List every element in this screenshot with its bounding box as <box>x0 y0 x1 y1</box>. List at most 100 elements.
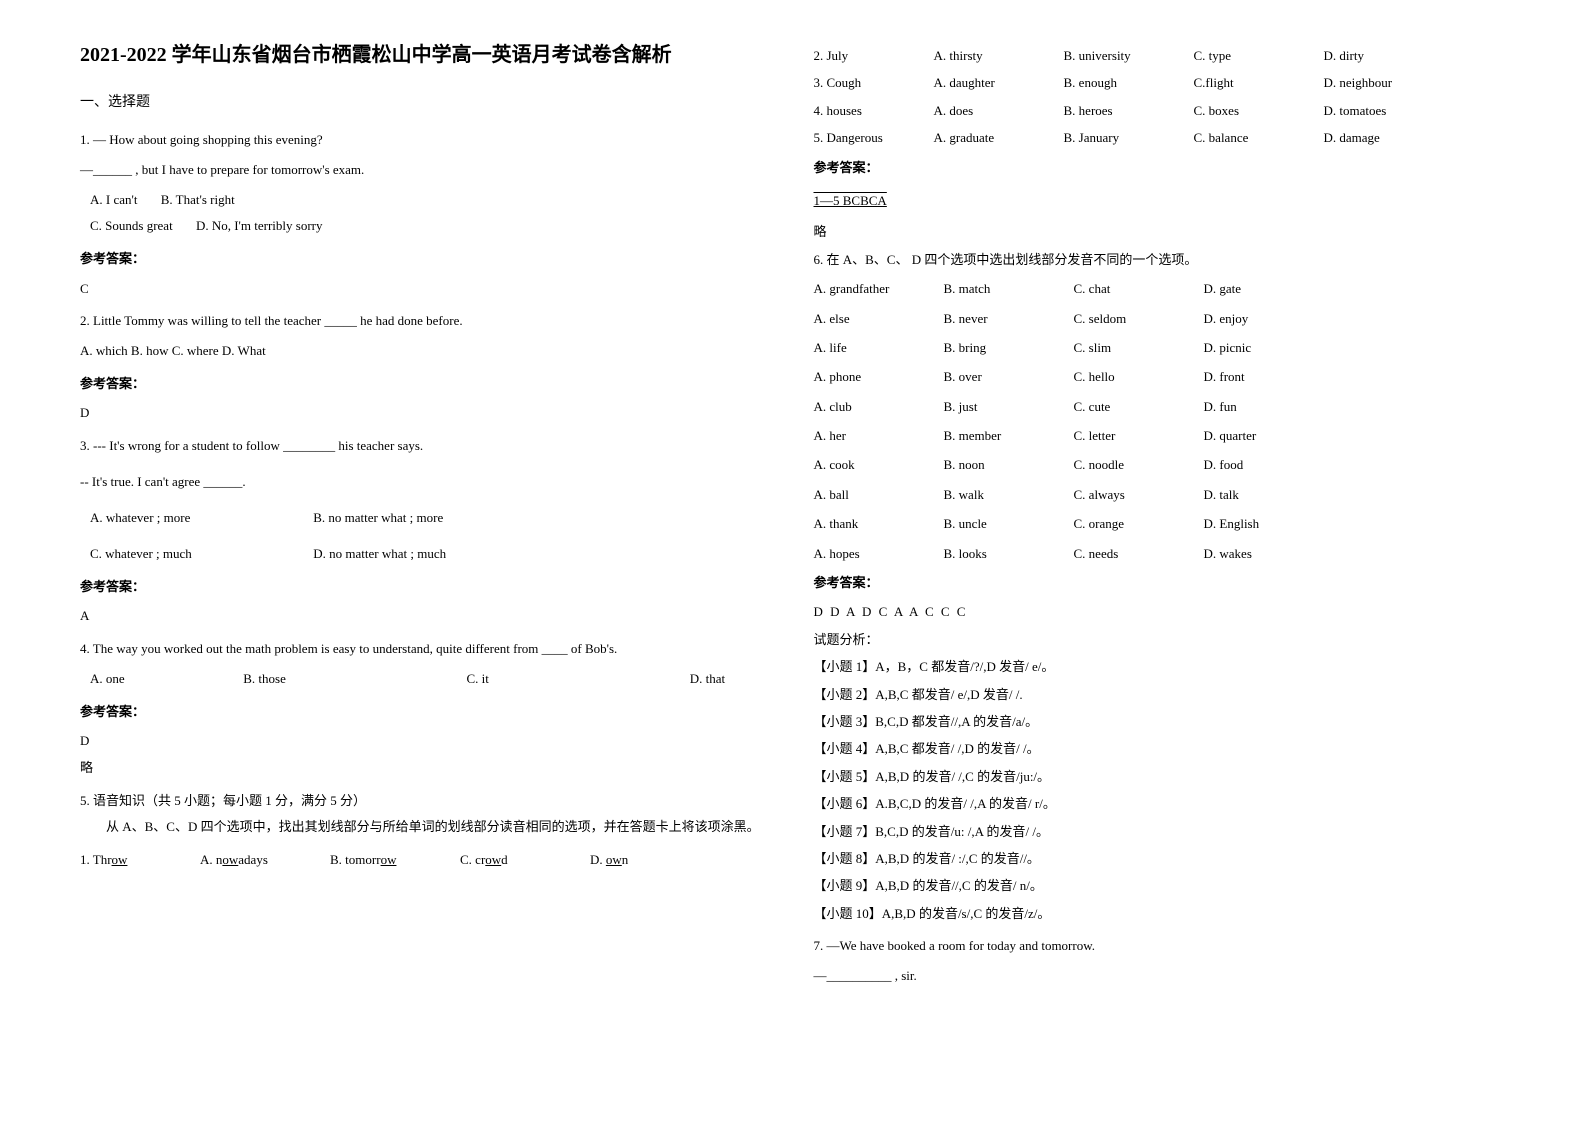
q6-row-2-opt-a: A. else <box>814 307 914 330</box>
q5-r3-d: D. neighbour <box>1324 71 1454 94</box>
q6-row-4: A. phoneB. overC. helloD. front <box>814 365 1508 388</box>
q6-row-9-opt-a: A. thank <box>814 512 914 535</box>
q6-analysis-label: 试题分析： <box>814 628 1508 651</box>
q6-row-7-opt-a: A. cook <box>814 453 914 476</box>
q2-answer: D <box>80 401 774 424</box>
q6-row-5-opt-b: B. just <box>944 395 1044 418</box>
q5-r4-a: A. does <box>934 99 1064 122</box>
q6-answer: D D A D C A A C C C <box>814 600 1508 623</box>
q5-r4-b: B. heroes <box>1064 99 1194 122</box>
q3-line1: 3. --- It's wrong for a student to follo… <box>80 433 774 459</box>
q6-row-5-opt-d: D. fun <box>1204 395 1304 418</box>
q6-row-10-opt-b: B. looks <box>944 542 1044 565</box>
q6-row-2-opt-b: B. never <box>944 307 1044 330</box>
q4-opt-b: B. those <box>243 666 443 692</box>
q4-extra: 略 <box>80 756 774 779</box>
q6-row-9: A. thankB. uncleC. orangeD. English <box>814 512 1508 535</box>
q6-row-7-opt-d: D. food <box>1204 453 1304 476</box>
q7-line2: —__________ , sir. <box>814 963 1508 989</box>
q6-row-4-opt-b: B. over <box>944 365 1044 388</box>
q5-r2-c: C. type <box>1194 44 1324 67</box>
q6-row-7-opt-b: B. noon <box>944 453 1044 476</box>
q5-r1-word: 1. Throw <box>80 848 200 871</box>
q5-r1-c: C. crowd <box>460 848 590 871</box>
q6-analysis-line-4: 【小题 4】A,B,C 都发音/ /,D 的发音/ /。 <box>814 737 1508 760</box>
question-7: 7. —We have booked a room for today and … <box>814 933 1508 989</box>
q6-row-7: A. cookB. noonC. noodleD. food <box>814 453 1508 476</box>
q4-opt-c: C. it <box>467 666 667 692</box>
q5-row5: 5. Dangerous A. graduate B. January C. b… <box>814 126 1508 149</box>
q3-opt-c: C. whatever ; much <box>90 541 290 567</box>
q5-header: 5. 语音知识（共 5 小题；每小题 1 分，满分 5 分） <box>80 788 774 814</box>
q7-line1: 7. —We have booked a room for today and … <box>814 933 1508 959</box>
q1-opt-d: D. No, I'm terribly sorry <box>196 218 323 233</box>
question-3: 3. --- It's wrong for a student to follo… <box>80 433 774 567</box>
q5-answer: 1—5 BCBCA <box>814 189 887 212</box>
q5-r2-a: A. thirsty <box>934 44 1064 67</box>
q5-instruction: 从 A、B、C、D 四个选项中，找出其划线部分与所给单词的划线部分读音相同的选项… <box>80 814 774 840</box>
q1-line1: 1. — How about going shopping this eveni… <box>80 127 774 153</box>
q6-row-2: A. elseB. neverC. seldomD. enjoy <box>814 307 1508 330</box>
q6-row-5: A. clubB. justC. cuteD. fun <box>814 395 1508 418</box>
q5-r5-d: D. damage <box>1324 126 1454 149</box>
exam-title: 2021-2022 学年山东省烟台市栖霞松山中学高一英语月考试卷含解析 <box>80 40 774 70</box>
q4-opt-a: A. one <box>90 666 220 692</box>
q6-row-3-opt-a: A. life <box>814 336 914 359</box>
q6-row-1: A. grandfatherB. matchC. chatD. gate <box>814 277 1508 300</box>
q2-answer-label: 参考答案： <box>80 372 774 395</box>
q6-row-9-opt-c: C. orange <box>1074 512 1174 535</box>
q3-options-row1: A. whatever ; more B. no matter what ; m… <box>90 505 774 531</box>
right-column: 2. July A. thirsty B. university C. type… <box>794 40 1528 1082</box>
q4-answer: D <box>80 729 774 752</box>
q5-r3-c: C.flight <box>1194 71 1324 94</box>
q6-analysis-container: 【小题 1】A，B，C 都发音/?/,D 发音/ e/。【小题 2】A,B,C … <box>814 655 1508 925</box>
q6-row-6-opt-c: C. letter <box>1074 424 1174 447</box>
q1-options-row1: A. I can't B. That's right <box>90 187 774 213</box>
q4-options: A. one B. those C. it D. that <box>90 666 774 692</box>
q6-row-8-opt-d: D. talk <box>1204 483 1304 506</box>
q5-r4-c: C. boxes <box>1194 99 1324 122</box>
q6-row-3: A. lifeB. bringC. slimD. picnic <box>814 336 1508 359</box>
q5-extra: 略 <box>814 220 1508 243</box>
q6-row-2-opt-d: D. enjoy <box>1204 307 1304 330</box>
question-4: 4. The way you worked out the math probl… <box>80 636 774 692</box>
q6-row-4-opt-a: A. phone <box>814 365 914 388</box>
q5-r2-word: 2. July <box>814 44 934 67</box>
q6-row-1-opt-b: B. match <box>944 277 1044 300</box>
q5-r4-word: 4. houses <box>814 99 934 122</box>
q2-text: 2. Little Tommy was willing to tell the … <box>80 308 774 334</box>
q6-analysis-line-3: 【小题 3】B,C,D 都发音//,A 的发音/a/。 <box>814 710 1508 733</box>
q5-r2-d: D. dirty <box>1324 44 1454 67</box>
q1-options-row2: C. Sounds great D. No, I'm terribly sorr… <box>90 213 774 239</box>
q5-r5-c: C. balance <box>1194 126 1324 149</box>
q6-row-8: A. ballB. walkC. alwaysD. talk <box>814 483 1508 506</box>
q1-answer-label: 参考答案： <box>80 247 774 270</box>
q1-answer: C <box>80 277 774 300</box>
q5-r1-b: B. tomorrow <box>330 848 460 871</box>
q5-r5-b: B. January <box>1064 126 1194 149</box>
q6-row-1-opt-d: D. gate <box>1204 277 1304 300</box>
q3-options-row2: C. whatever ; much D. no matter what ; m… <box>90 541 774 567</box>
q1-opt-a: A. I can't <box>90 192 137 207</box>
q6-row-5-opt-a: A. club <box>814 395 914 418</box>
question-2: 2. Little Tommy was willing to tell the … <box>80 308 774 364</box>
q5-r5-word: 5. Dangerous <box>814 126 934 149</box>
q6-row-9-opt-b: B. uncle <box>944 512 1044 535</box>
q3-opt-b: B. no matter what ; more <box>313 510 443 525</box>
q6-row-8-opt-b: B. walk <box>944 483 1044 506</box>
q5-r3-b: B. enough <box>1064 71 1194 94</box>
q6-analysis-line-6: 【小题 6】A.B,C,D 的发音/ /,A 的发音/ r/。 <box>814 792 1508 815</box>
q3-opt-d: D. no matter what ; much <box>313 546 446 561</box>
q5-r2-b: B. university <box>1064 44 1194 67</box>
q6-analysis-line-1: 【小题 1】A，B，C 都发音/?/,D 发音/ e/。 <box>814 655 1508 678</box>
q5-row3: 3. Cough A. daughter B. enough C.flight … <box>814 71 1508 94</box>
q2-options: A. which B. how C. where D. What <box>80 338 774 364</box>
q6-analysis-line-8: 【小题 8】A,B,D 的发音/ :/,C 的发音//。 <box>814 847 1508 870</box>
q5-r1-a: A. nowadays <box>200 848 330 871</box>
q6-analysis-line-5: 【小题 5】A,B,D 的发音/ /,C 的发音/ju:/。 <box>814 765 1508 788</box>
q6-row-4-opt-c: C. hello <box>1074 365 1174 388</box>
q6-row-1-opt-c: C. chat <box>1074 277 1174 300</box>
q5-row4: 4. houses A. does B. heroes C. boxes D. … <box>814 99 1508 122</box>
q3-answer-label: 参考答案： <box>80 575 774 598</box>
q6-row-3-opt-d: D. picnic <box>1204 336 1304 359</box>
